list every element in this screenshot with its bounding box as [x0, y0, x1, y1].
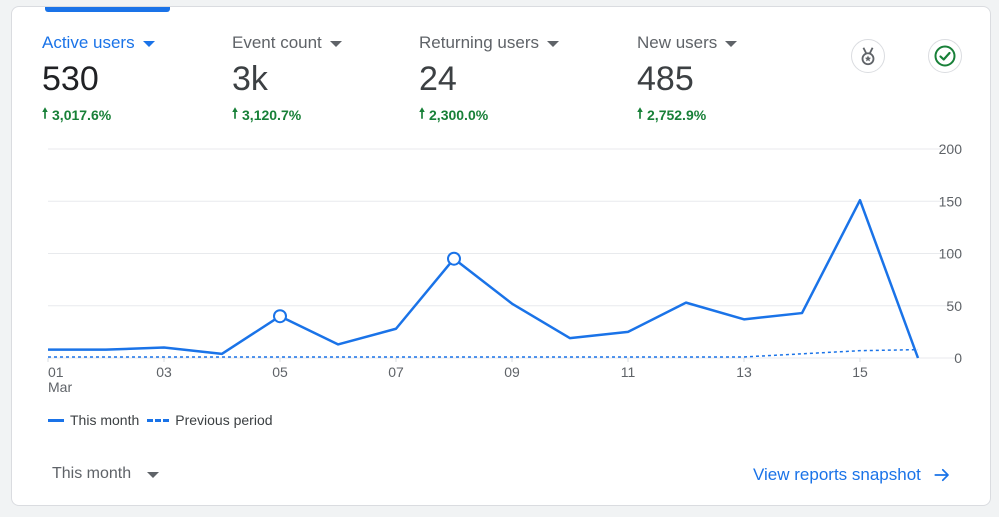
metric-value: 3k — [232, 60, 268, 98]
caret-down-icon — [147, 472, 160, 478]
y-tick-label: 150 — [939, 193, 963, 209]
caret-down-icon — [547, 41, 560, 47]
metric-label-wrap: Event count — [232, 33, 342, 53]
metric-label: Event count — [232, 33, 322, 52]
x-tick-label: 09 — [504, 364, 520, 380]
metric-label: Active users — [42, 33, 135, 52]
legend-solid-line-icon — [48, 418, 64, 422]
caret-down-icon — [142, 41, 155, 47]
metric-change: 🠕 3,017.6% — [42, 103, 155, 127]
metric-change: 🠕 2,752.9% — [637, 103, 737, 127]
x-tick-label: 15 — [852, 364, 868, 380]
legend-item-previous-period[interactable]: Previous period — [147, 412, 273, 428]
view-link-label: View reports snapshot — [753, 465, 921, 484]
metric-tab-new-users[interactable]: New users 485 🠕 2,752.9% — [637, 33, 738, 127]
x-tick-label: 05 — [272, 364, 288, 380]
caret-down-icon — [329, 41, 342, 47]
data-point-marker — [273, 309, 287, 324]
y-tick-label: 0 — [954, 350, 962, 366]
chart-legend: This month Previous period — [48, 412, 281, 428]
insights-button[interactable] — [851, 39, 885, 73]
arrow-up-icon: 🠕 — [419, 105, 426, 121]
arrow-right-icon — [934, 468, 949, 482]
users-line-chart: 200 150 100 50 0 01 03 05 07 09 11 13 15 Mar — [47, 141, 963, 395]
arrow-up-icon: 🠕 — [42, 105, 49, 121]
x-tick-label: 03 — [156, 364, 172, 380]
metric-value: 24 — [419, 60, 457, 98]
metric-label-wrap: New users — [637, 33, 738, 53]
x-tick-label: 11 — [621, 364, 636, 380]
caret-down-icon — [725, 41, 738, 47]
metric-change-value: 2,752.9% — [647, 107, 707, 123]
period-selector[interactable]: This month — [52, 465, 160, 483]
metric-change: 🠕 3,120.7% — [232, 103, 342, 127]
metric-value: 485 — [637, 60, 694, 98]
metric-label: New users — [637, 33, 718, 52]
period-selector-label: This month — [52, 465, 132, 482]
metric-tab-event-count[interactable]: Event count 3k 🠕 3,120.7% — [232, 33, 342, 127]
metric-change: 🠕 2,300.0% — [419, 103, 559, 127]
data-point-marker — [447, 251, 461, 266]
metric-tab-active-users[interactable]: Active users 530 🠕 3,017.6% — [42, 33, 155, 127]
series-line-previous-period — [48, 348, 919, 358]
metric-label-wrap: Returning users — [419, 33, 560, 53]
active-tab-indicator — [45, 7, 170, 12]
legend-label: This month — [70, 412, 140, 428]
legend-label: Previous period — [175, 412, 273, 428]
legend-dashed-line-icon — [147, 418, 170, 422]
arrow-up-icon: 🠕 — [232, 105, 239, 121]
metric-value: 530 — [42, 60, 99, 98]
overview-card: Active users 530 🠕 3,017.6% Event count … — [11, 6, 991, 506]
medal-badge-icon — [861, 47, 875, 66]
y-tick-label: 200 — [939, 141, 963, 157]
x-tick-label: 01 — [48, 364, 64, 380]
view-reports-snapshot-link[interactable]: View reports snapshot — [753, 465, 951, 485]
arrow-up-icon: 🠕 — [637, 105, 644, 121]
metric-label: Returning users — [419, 33, 540, 52]
x-tick-label: 13 — [736, 364, 752, 380]
x-tick-label: 07 — [388, 364, 404, 380]
series-line-this-month — [48, 198, 920, 359]
check-circle-icon — [934, 45, 956, 67]
legend-item-this-month[interactable]: This month — [48, 412, 139, 428]
metric-change-value: 3,120.7% — [242, 107, 302, 123]
status-check-button[interactable] — [928, 39, 962, 73]
y-tick-label: 50 — [946, 298, 962, 314]
y-tick-label: 100 — [939, 246, 963, 262]
x-sublabel: Mar — [48, 379, 72, 395]
metric-label-wrap: Active users — [42, 33, 155, 53]
metric-change-value: 3,017.6% — [52, 107, 112, 123]
metric-tab-returning-users[interactable]: Returning users 24 🠕 2,300.0% — [419, 33, 560, 127]
metric-change-value: 2,300.0% — [429, 107, 489, 123]
